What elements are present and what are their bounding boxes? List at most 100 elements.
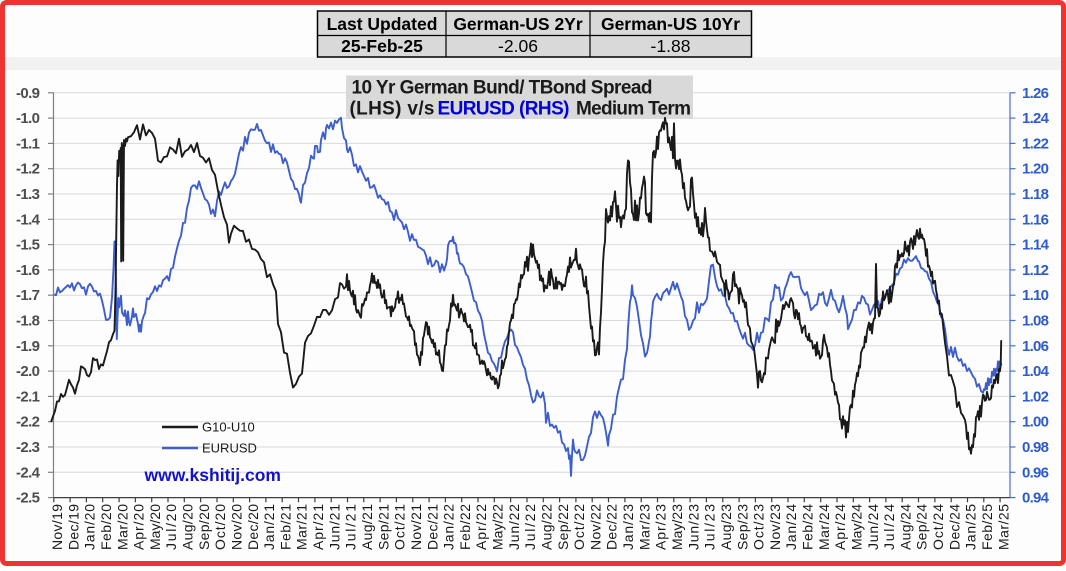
svg-text:Jun/24: Jun/24 [865,504,881,550]
svg-text:1.24: 1.24 [1022,110,1050,127]
svg-text:Jun/22: Jun/22 [506,504,522,550]
svg-text:Aug/21: Aug/21 [359,504,375,550]
svg-text:1.18: 1.18 [1022,186,1049,203]
svg-text:-1.8: -1.8 [16,313,40,330]
svg-text:1.06: 1.06 [1022,338,1049,355]
svg-text:Jan/24: Jan/24 [783,504,799,550]
svg-text:Sep/21: Sep/21 [375,504,391,550]
svg-text:Oct/20: Oct/20 [212,504,228,550]
svg-text:Mar/21: Mar/21 [294,504,310,550]
svg-text:May/22: May/22 [490,504,506,550]
svg-text:-2.4: -2.4 [16,464,41,481]
svg-text:-1.3: -1.3 [16,186,40,203]
svg-text:1.14: 1.14 [1022,237,1050,254]
svg-text:1.04: 1.04 [1022,363,1050,380]
svg-text:Sep/22: Sep/22 [555,504,571,550]
svg-text:Dec/21: Dec/21 [424,504,440,550]
svg-text:-2.2: -2.2 [16,414,40,431]
svg-text:Jan/21: Jan/21 [261,504,277,550]
svg-text:25-Feb-25: 25-Feb-25 [341,36,423,56]
svg-text:1.10: 1.10 [1022,287,1049,304]
svg-text:1.02: 1.02 [1022,388,1049,405]
svg-text:1.26: 1.26 [1022,85,1049,102]
svg-text:G10-U10: G10-U10 [202,420,255,435]
svg-text:-1.4: -1.4 [16,211,41,228]
svg-text:-0.9: -0.9 [16,85,40,102]
svg-text:0.98: 0.98 [1022,439,1049,456]
svg-text:Mar/23: Mar/23 [636,504,652,550]
svg-text:EURUSD: EURUSD [202,441,257,456]
svg-text:Feb/21: Feb/21 [277,504,293,550]
svg-text:Nov/23: Nov/23 [767,504,783,550]
svg-text:Aug/23: Aug/23 [718,504,734,550]
svg-text:0.96: 0.96 [1022,464,1049,481]
svg-text:Oct/23: Oct/23 [751,504,767,550]
svg-text:-1.0: -1.0 [16,110,40,127]
svg-text:Jul/20: Jul/20 [163,504,179,550]
svg-text:Jul/22: Jul/22 [522,504,538,550]
svg-text:-1.1: -1.1 [16,135,40,152]
svg-text:German-US 2Yr: German-US 2Yr [453,14,583,34]
svg-text:Feb/24: Feb/24 [800,504,816,550]
svg-text:-2.0: -2.0 [16,363,40,380]
svg-text:www.kshitij.com: www.kshitij.com [144,465,281,485]
svg-text:May/23: May/23 [669,504,685,550]
svg-text:Dec/22: Dec/22 [604,504,620,550]
svg-text:Jan/20: Jan/20 [82,504,98,550]
svg-text:1.08: 1.08 [1022,313,1049,330]
svg-text:1.12: 1.12 [1022,262,1049,279]
svg-text:Nov/22: Nov/22 [587,504,603,550]
svg-text:-1.2: -1.2 [16,161,40,178]
svg-text:Jun/21: Jun/21 [326,504,342,550]
svg-text:Jun/23: Jun/23 [685,504,701,550]
svg-text:-2.1: -2.1 [16,388,40,405]
svg-text:Jul/23: Jul/23 [702,504,718,550]
svg-text:Mar/24: Mar/24 [816,504,832,550]
svg-text:Dec/19: Dec/19 [65,504,81,550]
svg-text:Oct/21: Oct/21 [392,504,408,550]
svg-text:May/24: May/24 [849,504,865,550]
svg-text:Feb/22: Feb/22 [457,504,473,550]
svg-text:Nov/19: Nov/19 [49,504,65,550]
svg-text:-2.06: -2.06 [498,36,538,56]
svg-text:Apr/22: Apr/22 [473,504,489,550]
svg-text:1.22: 1.22 [1022,135,1049,152]
svg-text:Feb/25: Feb/25 [979,504,995,550]
svg-text:Last Updated: Last Updated [327,14,438,34]
svg-text:10 Yr German Bund/ TBond Sprea: 10 Yr German Bund/ TBond Spread [352,78,653,99]
svg-text:Jul/24: Jul/24 [881,504,897,550]
svg-text:Jan/25: Jan/25 [963,504,979,550]
svg-text:Dec/20: Dec/20 [245,504,261,550]
svg-text:Mar/25: Mar/25 [995,504,1011,550]
svg-text:-1.9: -1.9 [16,338,40,355]
svg-text:-1.88: -1.88 [651,36,691,56]
svg-text:1.20: 1.20 [1022,161,1049,178]
svg-text:Aug/20: Aug/20 [180,504,196,550]
svg-text:0.94: 0.94 [1022,490,1050,507]
svg-text:Oct/22: Oct/22 [571,504,587,550]
svg-text:-1.5: -1.5 [16,237,40,254]
svg-text:German-US 10Yr: German-US 10Yr [601,14,740,34]
svg-text:Mar/20: Mar/20 [114,504,130,550]
svg-text:Sep/20: Sep/20 [196,504,212,550]
svg-text:Apr/20: Apr/20 [131,504,147,550]
svg-text:Nov/21: Nov/21 [408,504,424,550]
svg-text:1.16: 1.16 [1022,211,1049,228]
svg-text:1.00: 1.00 [1022,414,1049,431]
svg-text:Nov/20: Nov/20 [229,504,245,550]
svg-text:-1.7: -1.7 [16,287,40,304]
svg-text:Aug/22: Aug/22 [539,504,555,550]
svg-text:May/20: May/20 [147,504,163,550]
svg-text:-1.6: -1.6 [16,262,40,279]
svg-text:Apr/21: Apr/21 [310,504,326,550]
svg-text:Apr/23: Apr/23 [653,504,669,550]
svg-text:Dec/24: Dec/24 [946,504,962,550]
svg-text:Aug/24: Aug/24 [897,504,913,550]
svg-text:Apr/24: Apr/24 [832,504,848,550]
svg-text:Jan/23: Jan/23 [620,504,636,550]
svg-text:-2.3: -2.3 [16,439,40,456]
svg-text:Jul/21: Jul/21 [343,504,359,550]
svg-text:Sep/24: Sep/24 [914,504,930,550]
svg-text:Feb/20: Feb/20 [98,504,114,550]
